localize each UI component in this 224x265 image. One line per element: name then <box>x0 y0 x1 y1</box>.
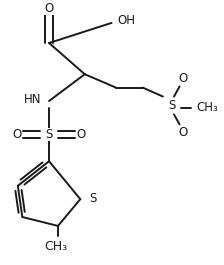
Text: O: O <box>77 128 86 141</box>
Text: CH₃: CH₃ <box>196 101 218 114</box>
Text: S: S <box>89 192 97 205</box>
Text: CH₃: CH₃ <box>44 240 67 253</box>
Text: S: S <box>45 128 53 141</box>
Text: HN: HN <box>24 93 41 106</box>
Text: O: O <box>44 2 54 15</box>
Text: O: O <box>178 126 187 139</box>
Text: S: S <box>168 99 175 112</box>
Text: O: O <box>178 72 187 85</box>
Text: OH: OH <box>117 14 135 27</box>
Text: O: O <box>12 128 21 141</box>
